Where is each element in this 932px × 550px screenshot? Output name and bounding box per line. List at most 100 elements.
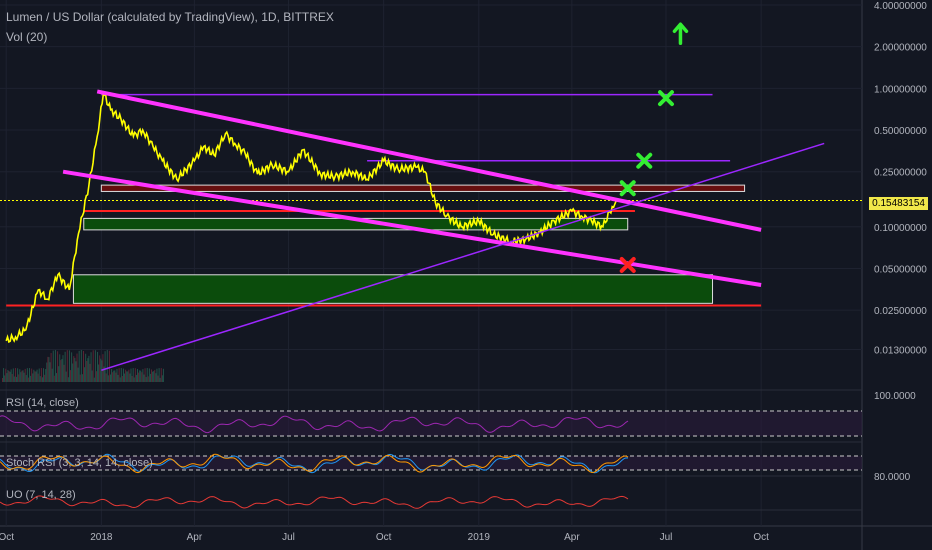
- volume-bar: [25, 375, 27, 382]
- volume-bar: [84, 367, 86, 382]
- volume-bar: [138, 372, 140, 382]
- volume-bar: [22, 370, 24, 382]
- volume-bar: [78, 350, 80, 382]
- volume-bar: [10, 369, 12, 382]
- volume-bar: [128, 369, 130, 382]
- x-tick-label: Apr: [187, 532, 203, 543]
- volume-bar: [122, 368, 124, 382]
- indicator-panes: [0, 389, 862, 511]
- volume-bar: [117, 374, 119, 382]
- volume-bar: [140, 370, 142, 382]
- volume-bar: [59, 354, 61, 382]
- volume-bar: [8, 371, 10, 382]
- volume-bar: [99, 355, 101, 382]
- volume-bar: [53, 375, 55, 382]
- x-tick-label: Jul: [282, 532, 295, 543]
- volume-bar: [161, 375, 163, 382]
- volume-bar: [16, 376, 18, 382]
- volume-bar: [93, 377, 95, 382]
- uo-line: [0, 495, 629, 509]
- volume-bar: [156, 368, 158, 382]
- volume-bar: [141, 372, 143, 382]
- volume-bar: [120, 368, 122, 382]
- volume-bar: [30, 375, 32, 382]
- volume-bar: [121, 375, 123, 382]
- volume-bar: [106, 350, 108, 382]
- volume-bar: [61, 358, 63, 382]
- volume-bar: [100, 358, 102, 382]
- volume-bar: [132, 368, 134, 382]
- x-marker-green: [636, 152, 653, 169]
- time-axis[interactable]: Oct 2018 Apr Jul Oct 2019 Apr Jul Oct: [0, 532, 769, 543]
- volume-bar: [112, 372, 114, 382]
- price-series: [5, 91, 618, 344]
- volume-bar: [24, 368, 26, 382]
- volume-bar: [97, 351, 99, 382]
- volume-bar: [148, 368, 150, 382]
- volume-bar: [80, 350, 82, 382]
- volume-bar: [159, 377, 161, 382]
- volume-bar: [155, 373, 157, 382]
- volume-bar: [32, 373, 34, 382]
- stoch-k-line: [0, 453, 629, 474]
- volume-bar: [131, 375, 133, 382]
- volume-bar: [129, 373, 131, 382]
- volume-bar: [23, 372, 25, 382]
- volume-bar: [49, 362, 51, 382]
- y-tick-label: 0.25000000: [874, 168, 927, 179]
- x-tick-label: Oct: [0, 532, 14, 543]
- volume-bar: [4, 375, 6, 382]
- volume-bar: [160, 368, 162, 382]
- price-zones: [72, 184, 746, 304]
- volume-bar: [137, 368, 138, 382]
- volume-bar: [45, 369, 47, 382]
- volume-bar: [146, 368, 148, 382]
- volume-bar: [9, 371, 11, 382]
- volume-bar: [107, 375, 109, 382]
- volume-bar: [85, 353, 87, 382]
- trendlines: [62, 89, 825, 371]
- uo-label: UO (7, 14, 28): [6, 489, 76, 501]
- y-tick-label: 1.00000000: [874, 84, 927, 95]
- volume-bar: [31, 368, 33, 382]
- volume-bar: [54, 350, 56, 382]
- rsi-band: [0, 411, 862, 436]
- volume-bar: [124, 373, 126, 382]
- volume-bar: [17, 368, 19, 382]
- volume-bar: [91, 370, 93, 382]
- volume-bar: [104, 351, 106, 382]
- volume-bar: [19, 369, 21, 382]
- volume-bar: [110, 374, 111, 382]
- volume-bar: [134, 368, 136, 382]
- volume-bar: [41, 377, 43, 382]
- volume-bar: [162, 368, 164, 382]
- volume-bar: [135, 374, 137, 382]
- volume-bar: [102, 354, 104, 382]
- volume-bar: [116, 368, 118, 382]
- stoch-d-line: [0, 453, 629, 474]
- price-axis[interactable]: 4.00000000 2.00000000 1.00000000 0.50000000…: [874, 1, 927, 356]
- volume-bar: [126, 371, 128, 382]
- volume-bar: [13, 376, 15, 382]
- volume-bar: [151, 369, 153, 382]
- volume-bar: [46, 362, 48, 382]
- volume-bar: [75, 361, 77, 382]
- x-tick-label: Oct: [753, 532, 769, 543]
- volume-bar: [118, 368, 120, 382]
- volume-bar: [20, 372, 22, 382]
- volume-bar: [36, 369, 38, 382]
- volume-bar: [56, 373, 57, 382]
- volume-bar: [52, 350, 54, 382]
- y-tick-label: 4.00000000: [874, 1, 927, 12]
- volume-bar: [2, 378, 3, 382]
- zone-green: [72, 274, 714, 304]
- volume-bar: [35, 371, 37, 382]
- x-marker-green: [619, 180, 636, 197]
- volume-bar: [153, 371, 155, 382]
- volume-bar: [83, 350, 84, 382]
- x-tick-label: Apr: [564, 532, 580, 543]
- rsi-label: RSI (14, close): [6, 397, 79, 409]
- volume-bar: [70, 370, 72, 382]
- volume-bar: [76, 353, 78, 382]
